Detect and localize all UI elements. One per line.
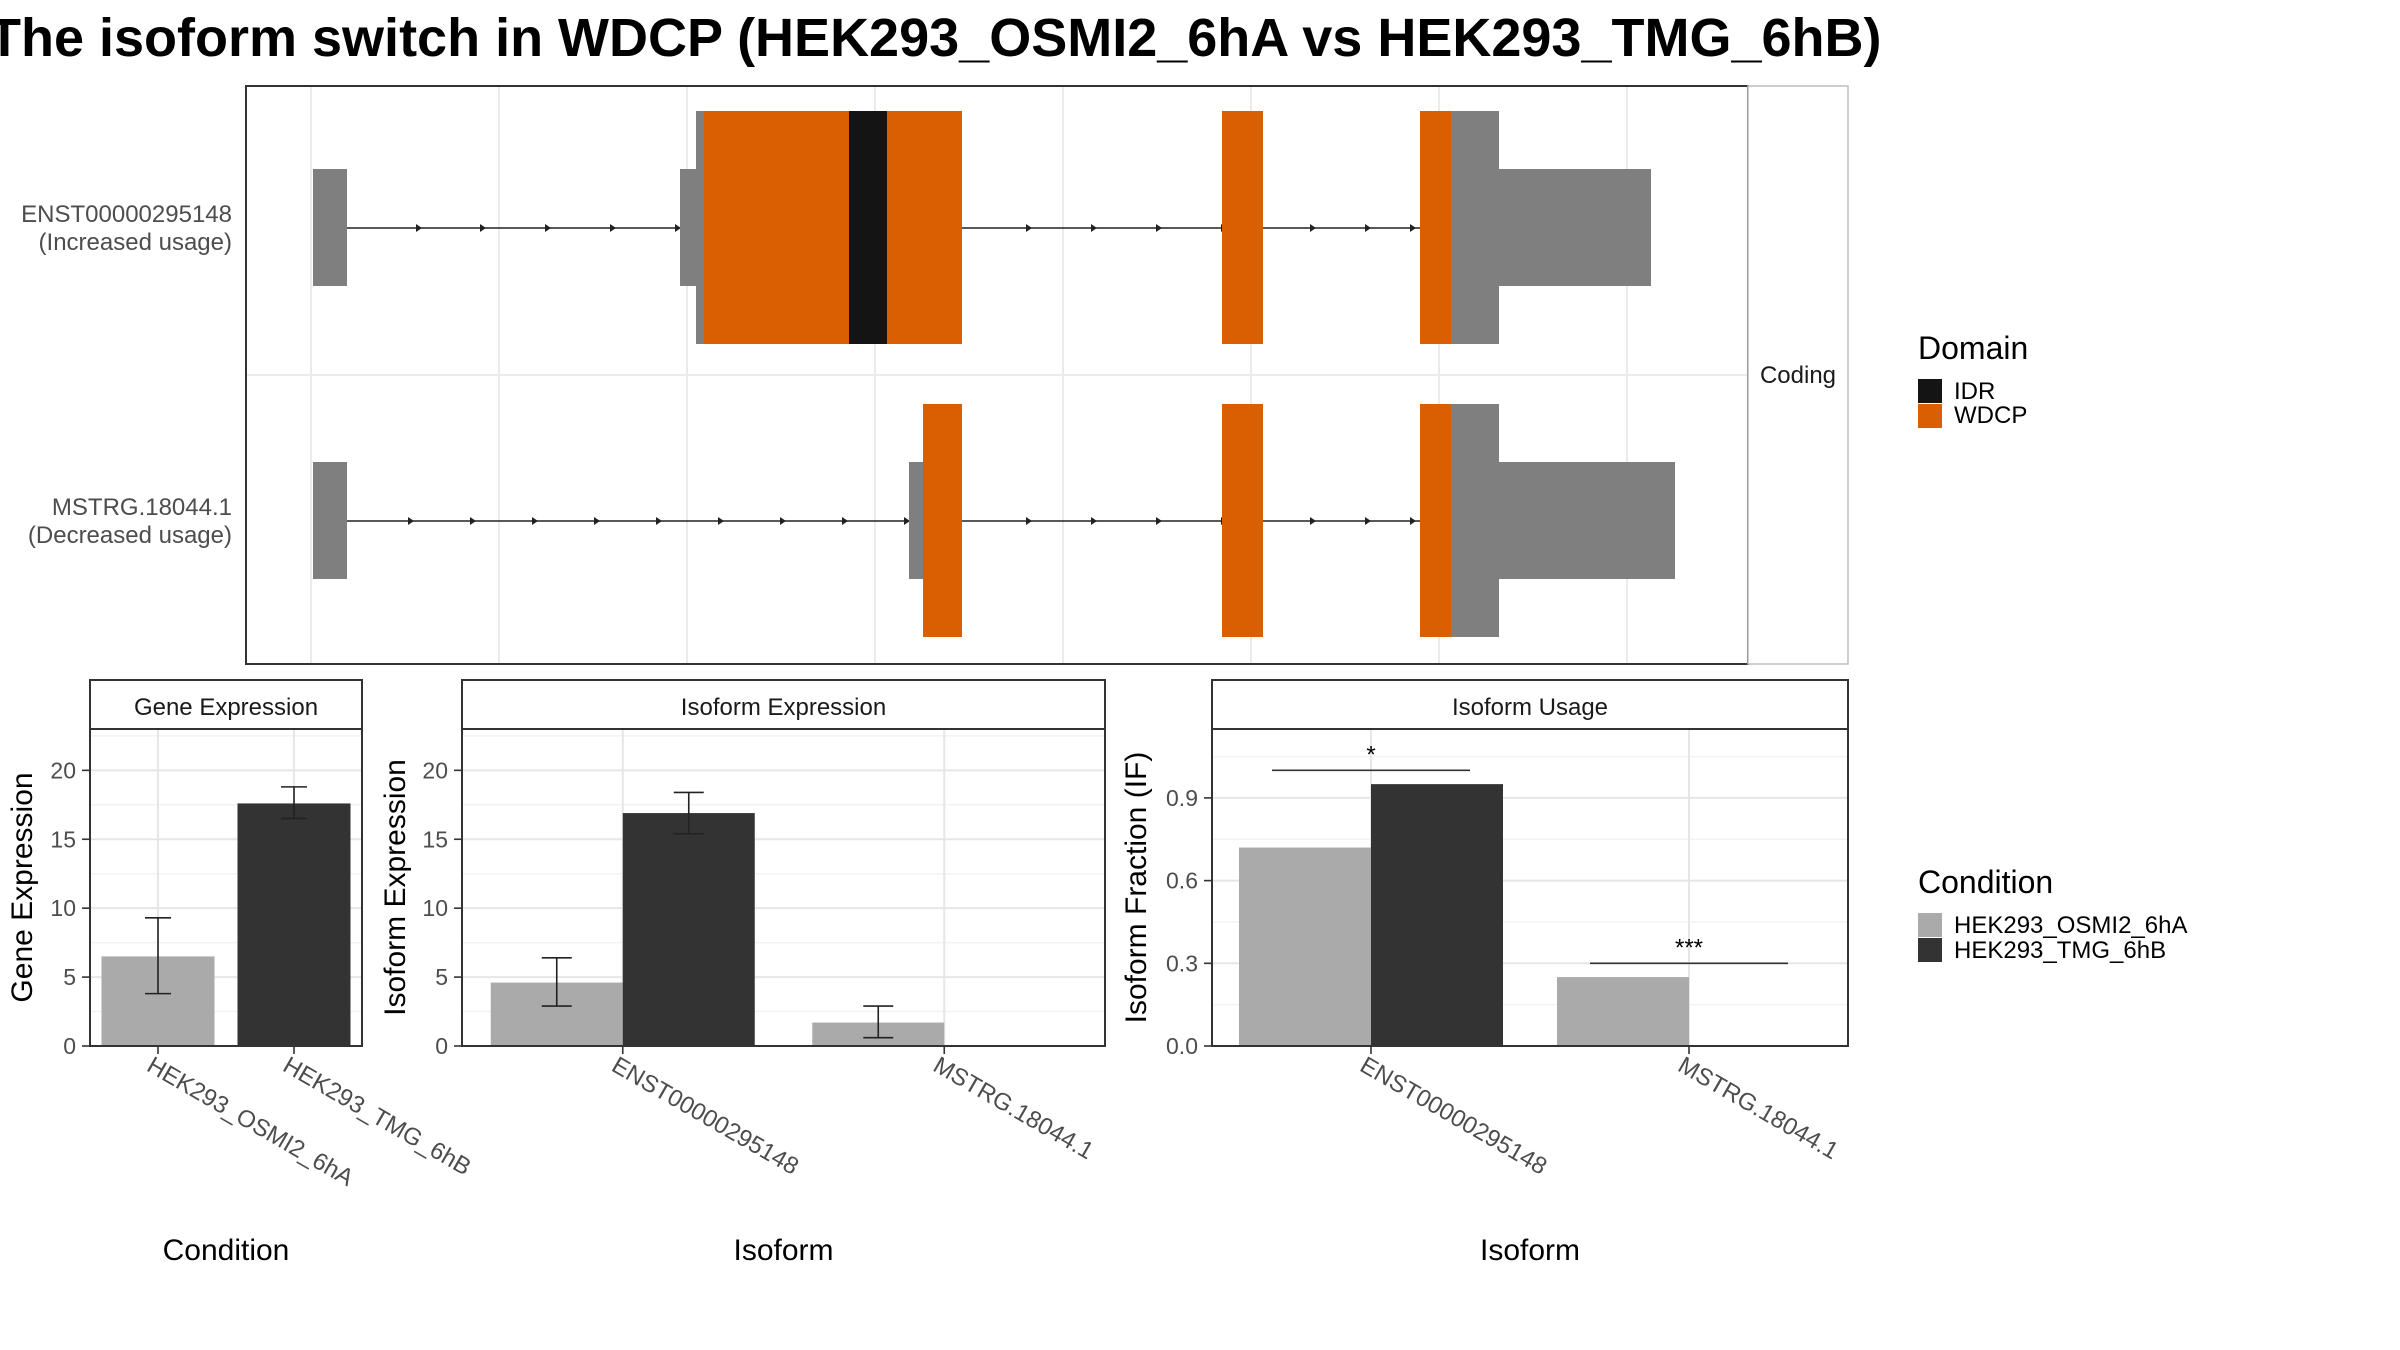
transcript-1-id: ENST00000295148	[21, 201, 232, 228]
y-tick-label: 0.6	[1166, 868, 1198, 894]
utr-exon	[1497, 169, 1651, 286]
bar	[237, 803, 351, 1046]
plot-frame	[461, 728, 1106, 1047]
idr-domain	[849, 111, 887, 344]
x-tick-label: ENST00000295148	[1355, 1052, 1551, 1181]
coding-exon	[1451, 404, 1499, 637]
intron-arrows	[408, 517, 1416, 525]
y-tick-label: 15	[50, 826, 76, 852]
y-tick-label: 20	[422, 757, 448, 783]
transcript-1-model	[313, 111, 1651, 344]
significance-label: *	[1366, 741, 1375, 768]
facet-strip-label: Coding	[1760, 362, 1836, 389]
y-axis-title: Isoform Expression	[379, 759, 412, 1016]
transcript-structure-panel: ENST00000295148 (Increased usage) MSTRG.…	[21, 85, 1849, 665]
isoform-usage-chart: Isoform Usage****0.00.30.60.9ENST0000029…	[1120, 679, 1849, 1267]
y-tick-label: 0.3	[1166, 950, 1198, 976]
legend-label-condition-b: HEK293_TMG_6hB	[1954, 937, 2166, 964]
utr-exon	[313, 462, 347, 579]
chart-strip-title: Gene Expression	[134, 694, 318, 721]
gene-expression-chart: Gene Expression05101520HEK293_OSMI2_6hAH…	[6, 679, 476, 1267]
plot-frame	[89, 728, 363, 1047]
coding-exon	[1451, 111, 1499, 344]
bar	[1371, 784, 1503, 1046]
y-tick-label: 0.9	[1166, 785, 1198, 811]
domain-legend-title: Domain	[1918, 330, 2028, 366]
legend-key-wdcp	[1918, 404, 1942, 428]
chart-strip-title: Isoform Expression	[681, 694, 886, 721]
bar	[1239, 847, 1371, 1046]
legend-label-wdcp: WDCP	[1954, 402, 2027, 429]
x-axis-title: Isoform	[1480, 1234, 1580, 1267]
y-tick-label: 5	[63, 964, 76, 990]
condition-legend-title: Condition	[1918, 864, 2053, 900]
legend-label-idr: IDR	[1954, 378, 1995, 405]
y-tick-label: 10	[50, 895, 76, 921]
x-axis-title: Isoform	[733, 1234, 833, 1267]
utr-exon	[313, 169, 347, 286]
wdcp-domain-exon	[1420, 111, 1451, 344]
legend-key-condition-b	[1918, 938, 1942, 962]
condition-legend: Condition HEK293_OSMI2_6hA HEK293_TMG_6h…	[1918, 864, 2187, 964]
transcript-2-model	[313, 404, 1675, 637]
utr-exon	[909, 462, 925, 579]
y-tick-label: 0.0	[1166, 1033, 1198, 1059]
wdcp-domain-exon	[704, 111, 962, 344]
y-axis-title: Isoform Fraction (IF)	[1120, 752, 1153, 1024]
legend-label-condition-a: HEK293_OSMI2_6hA	[1954, 912, 2187, 939]
y-tick-label: 0	[63, 1033, 76, 1059]
x-tick-label: MSTRG.18044.1	[1673, 1052, 1842, 1165]
plot-frame	[1211, 728, 1849, 1047]
wdcp-domain-exon	[1222, 404, 1263, 637]
utr-exon	[1497, 462, 1675, 579]
transcript-1-usage: (Increased usage)	[39, 229, 232, 256]
y-tick-label: 15	[422, 826, 448, 852]
bar	[622, 813, 755, 1046]
y-axis-title: Gene Expression	[6, 772, 39, 1002]
x-tick-label: MSTRG.18044.1	[929, 1052, 1098, 1165]
isoform-expression-chart: Isoform Expression 0 5 10 15 20 ENST0000029514…	[379, 679, 1106, 1267]
bar	[1557, 977, 1689, 1046]
x-tick-label: ENST00000295148	[607, 1052, 803, 1181]
chart-strip-title: Isoform Usage	[1452, 694, 1608, 721]
transcript-2-id: MSTRG.18044.1	[52, 494, 232, 521]
figure-title: The isoform switch in WDCP (HEK293_OSMI2…	[0, 8, 1881, 68]
transcript-2-usage: (Decreased usage)	[28, 522, 232, 549]
legend-key-condition-a	[1918, 913, 1942, 937]
utr-exon	[680, 169, 700, 286]
significance-label: ***	[1675, 934, 1703, 961]
chart-strip	[89, 679, 363, 730]
y-tick-label: 10	[422, 895, 448, 921]
wdcp-domain-exon	[1420, 404, 1451, 637]
coding-exon	[696, 111, 706, 344]
legend-key-idr	[1918, 379, 1942, 403]
wdcp-domain-exon	[923, 404, 962, 637]
domain-legend: Domain IDR WDCP	[1918, 330, 2028, 429]
x-axis-title: Condition	[163, 1234, 290, 1267]
y-tick-label: 20	[50, 757, 76, 783]
wdcp-domain-exon	[1222, 111, 1263, 344]
y-tick-label: 5	[435, 964, 448, 990]
y-tick-label: 0	[435, 1033, 448, 1059]
facet-strip	[1747, 85, 1849, 665]
